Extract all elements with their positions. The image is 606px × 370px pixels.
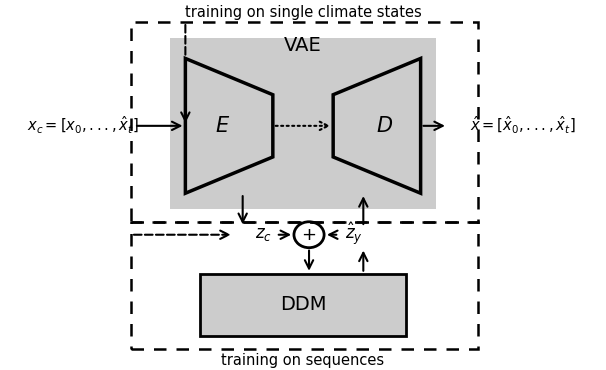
FancyBboxPatch shape <box>201 274 405 336</box>
Text: DDM: DDM <box>280 295 326 314</box>
Text: $\hat{z}_y$: $\hat{z}_y$ <box>345 220 363 247</box>
Text: $x_c = [x_0,...,\hat{x}_t]$: $x_c = [x_0,...,\hat{x}_t]$ <box>27 115 139 137</box>
FancyBboxPatch shape <box>170 38 436 209</box>
Text: $\hat{x} = [\hat{x}_0,...,\hat{x}_t]$: $\hat{x} = [\hat{x}_0,...,\hat{x}_t]$ <box>470 115 576 137</box>
Text: E: E <box>215 116 228 136</box>
Text: VAE: VAE <box>284 36 322 55</box>
Text: $z_c$: $z_c$ <box>255 225 272 243</box>
Text: +: + <box>302 226 316 244</box>
Text: training on sequences: training on sequences <box>221 353 385 368</box>
Text: D: D <box>376 116 393 136</box>
Text: training on single climate states: training on single climate states <box>185 5 421 20</box>
